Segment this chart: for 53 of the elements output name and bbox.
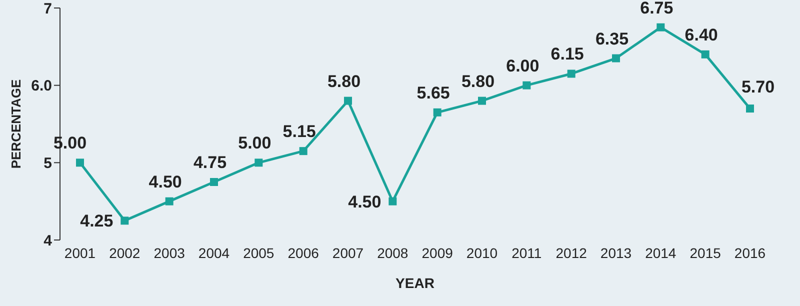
point xyxy=(522,81,531,90)
data-label: 6.40 xyxy=(684,25,718,44)
data-label: 4.75 xyxy=(193,153,227,172)
x-tick-label: 2012 xyxy=(556,244,588,261)
x-tick-label: 2007 xyxy=(332,244,364,261)
x-tick-label: 2002 xyxy=(109,244,140,261)
data-label: 5.65 xyxy=(416,83,450,102)
x-tick-label: 2016 xyxy=(734,244,766,261)
data-label: 6.15 xyxy=(550,44,584,64)
point xyxy=(478,96,486,105)
point xyxy=(433,108,442,116)
x-tick-label: 2005 xyxy=(243,244,274,261)
x-tick-label: 2003 xyxy=(154,244,186,261)
point xyxy=(254,158,263,167)
y-axis-title: PERCENTAGE xyxy=(8,79,24,169)
data-label: 6.75 xyxy=(640,0,674,18)
point xyxy=(299,147,308,156)
data-label: 4.25 xyxy=(80,212,114,231)
x-tick-label: 2009 xyxy=(422,244,454,261)
x-tick-label: 2014 xyxy=(645,244,676,261)
point xyxy=(76,158,84,167)
y-tick-label: 6.0 xyxy=(31,78,52,95)
data-label: 5.70 xyxy=(741,78,775,97)
data-label: 5.80 xyxy=(327,72,361,91)
y-tick-label: 5 xyxy=(44,154,52,172)
point xyxy=(165,197,174,206)
y-tick-label: 4 xyxy=(44,232,53,250)
point xyxy=(388,197,397,206)
x-tick-label: 2010 xyxy=(466,244,498,261)
x-tick-label: 2001 xyxy=(64,244,96,261)
data-label: 5.00 xyxy=(238,134,272,153)
x-tick-label: 2011 xyxy=(512,244,542,261)
data-label: 6.35 xyxy=(595,29,629,48)
point xyxy=(656,23,665,32)
x-tick-label: 2015 xyxy=(690,244,722,261)
point xyxy=(344,96,352,105)
data-label: 6.00 xyxy=(506,56,540,76)
data-label: 4.50 xyxy=(348,192,382,212)
x-tick-label: 2004 xyxy=(198,244,230,261)
x-tick-label: 2006 xyxy=(288,244,320,261)
point xyxy=(746,104,754,113)
data-label: 5.80 xyxy=(461,72,495,91)
data-label: 5.15 xyxy=(282,122,316,142)
point xyxy=(210,178,218,186)
data-label: 4.50 xyxy=(148,172,182,192)
y-tick-label: 7 xyxy=(44,0,52,18)
x-tick-label: 2008 xyxy=(377,244,408,261)
point xyxy=(701,50,710,58)
point xyxy=(567,70,576,78)
x-axis-title: YEAR xyxy=(396,275,434,291)
point xyxy=(120,216,129,225)
x-tick-label: 2013 xyxy=(600,244,632,261)
point xyxy=(612,54,620,62)
